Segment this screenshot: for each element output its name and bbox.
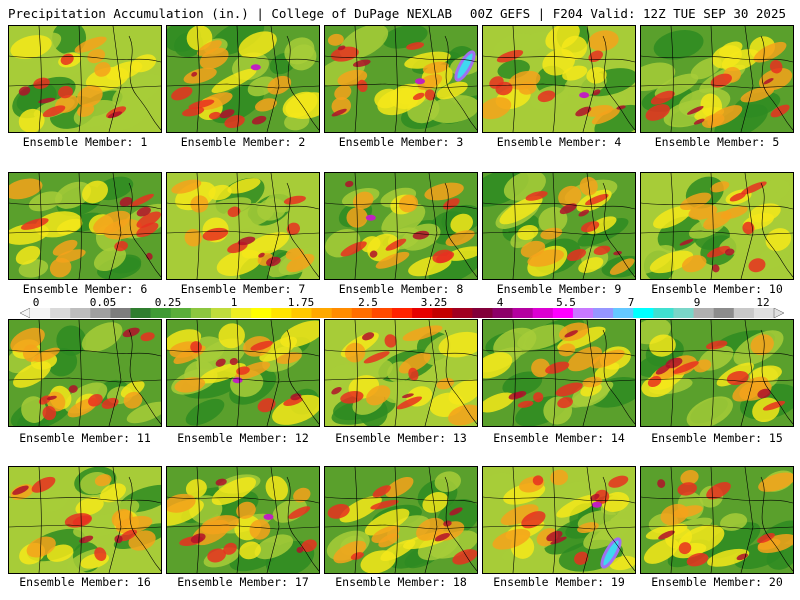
ensemble-map-5: [640, 25, 794, 133]
ensemble-map-17: [166, 466, 320, 574]
scale-swatch: [150, 308, 172, 318]
ensemble-map-2: [166, 25, 320, 133]
ensemble-member-label-17: Ensemble Member: 17: [177, 575, 309, 589]
scale-swatch: [371, 308, 393, 318]
ensemble-map-10: [640, 172, 794, 280]
scale-swatch: [593, 308, 614, 318]
scale-min-arrow: [20, 308, 31, 318]
scale-swatch: [190, 308, 212, 318]
scale-swatch: [713, 308, 735, 318]
ensemble-map-9: [482, 172, 636, 280]
ensemble-member-label-14: Ensemble Member: 14: [493, 431, 625, 445]
scale-tick-label: 1.75: [287, 296, 315, 309]
scale-swatch: [432, 308, 453, 318]
ensemble-map-4: [482, 25, 636, 133]
ensemble-map-1: [8, 25, 162, 133]
scale-swatch: [210, 308, 232, 318]
scale-swatch: [170, 308, 192, 318]
ensemble-member-label-16: Ensemble Member: 16: [19, 575, 151, 589]
scale-tick-label: 0.05: [89, 296, 117, 309]
ensemble-map-3: [324, 25, 478, 133]
ensemble-member-label-12: Ensemble Member: 12: [177, 431, 309, 445]
scale-swatch: [532, 308, 554, 318]
scale-tick-label: 7: [627, 296, 635, 309]
scale-tick-label: 4: [496, 296, 504, 309]
scale-swatch: [50, 308, 71, 318]
scale-swatch: [130, 308, 151, 318]
ensemble-map-11: [8, 319, 162, 427]
scale-swatch: [311, 308, 332, 318]
scale-swatch: [673, 308, 694, 318]
scale-swatch: [412, 308, 433, 318]
scale-tick-label: 2.5: [358, 296, 378, 309]
scale-swatch: [271, 308, 292, 318]
scale-swatch: [633, 308, 654, 318]
ensemble-member-label-1: Ensemble Member: 1: [22, 135, 148, 149]
ensemble-map-20: [640, 466, 794, 574]
scale-swatch: [613, 308, 634, 318]
ensemble-map-19: [482, 466, 636, 574]
scale-swatch: [492, 308, 513, 318]
scale-tick-label: 0: [32, 296, 40, 309]
ensemble-member-label-15: Ensemble Member: 15: [651, 431, 783, 445]
ensemble-member-label-19: Ensemble Member: 19: [493, 575, 625, 589]
ensemble-member-label-20: Ensemble Member: 20: [651, 575, 783, 589]
ensemble-map-15: [640, 319, 794, 427]
scale-swatch: [753, 308, 775, 318]
scale-swatch: [90, 308, 111, 318]
ensemble-map-7: [166, 172, 320, 280]
color-scale-bar: [20, 308, 784, 318]
ensemble-member-label-13: Ensemble Member: 13: [335, 431, 467, 445]
scale-swatch: [572, 308, 594, 318]
scale-swatch: [251, 308, 272, 318]
ensemble-map-14: [482, 319, 636, 427]
scale-swatch: [231, 308, 252, 318]
ensemble-map-18: [324, 466, 478, 574]
header-run-info: 00Z GEFS | F204 Valid: 12Z TUE SEP 30 20…: [469, 6, 786, 21]
ensemble-member-label-8: Ensemble Member: 8: [338, 282, 464, 296]
ensemble-member-label-11: Ensemble Member: 11: [19, 431, 151, 445]
ensemble-member-label-7: Ensemble Member: 7: [180, 282, 306, 296]
ensemble-map-6: [8, 172, 162, 280]
scale-swatch: [331, 308, 353, 318]
ensemble-map-13: [324, 319, 478, 427]
ensemble-member-label-18: Ensemble Member: 18: [335, 575, 467, 589]
scale-swatch: [391, 308, 413, 318]
scale-tick-label: 3.25: [420, 296, 448, 309]
scale-swatch: [552, 308, 574, 318]
scale-swatch: [733, 308, 755, 318]
scale-swatch: [30, 308, 51, 318]
scale-swatch: [452, 308, 473, 318]
ensemble-map-12: [166, 319, 320, 427]
ensemble-member-label-6: Ensemble Member: 6: [22, 282, 148, 296]
scale-swatch: [110, 308, 131, 318]
scale-swatch: [472, 308, 493, 318]
header-title: Precipitation Accumulation (in.) | Colle…: [8, 6, 453, 21]
ensemble-member-label-9: Ensemble Member: 9: [496, 282, 622, 296]
ensemble-member-label-2: Ensemble Member: 2: [180, 135, 306, 149]
scale-swatch: [512, 308, 533, 318]
ensemble-member-label-3: Ensemble Member: 3: [338, 135, 464, 149]
ensemble-map-16: [8, 466, 162, 574]
ensemble-member-label-4: Ensemble Member: 4: [496, 135, 622, 149]
scale-tick-label: 12: [756, 296, 770, 309]
scale-tick-label: 9: [693, 296, 701, 309]
scale-max-arrow: [773, 308, 784, 318]
scale-tick-label: 1: [230, 296, 238, 309]
scale-swatch: [653, 308, 674, 318]
scale-swatch: [70, 308, 91, 318]
ensemble-map-8: [324, 172, 478, 280]
scale-tick-label: 5.5: [556, 296, 576, 309]
ensemble-member-label-10: Ensemble Member: 10: [651, 282, 783, 296]
scale-swatch: [291, 308, 312, 318]
scale-swatch: [351, 308, 373, 318]
scale-tick-label: 0.25: [154, 296, 182, 309]
ensemble-member-label-5: Ensemble Member: 5: [654, 135, 780, 149]
scale-swatch: [693, 308, 714, 318]
